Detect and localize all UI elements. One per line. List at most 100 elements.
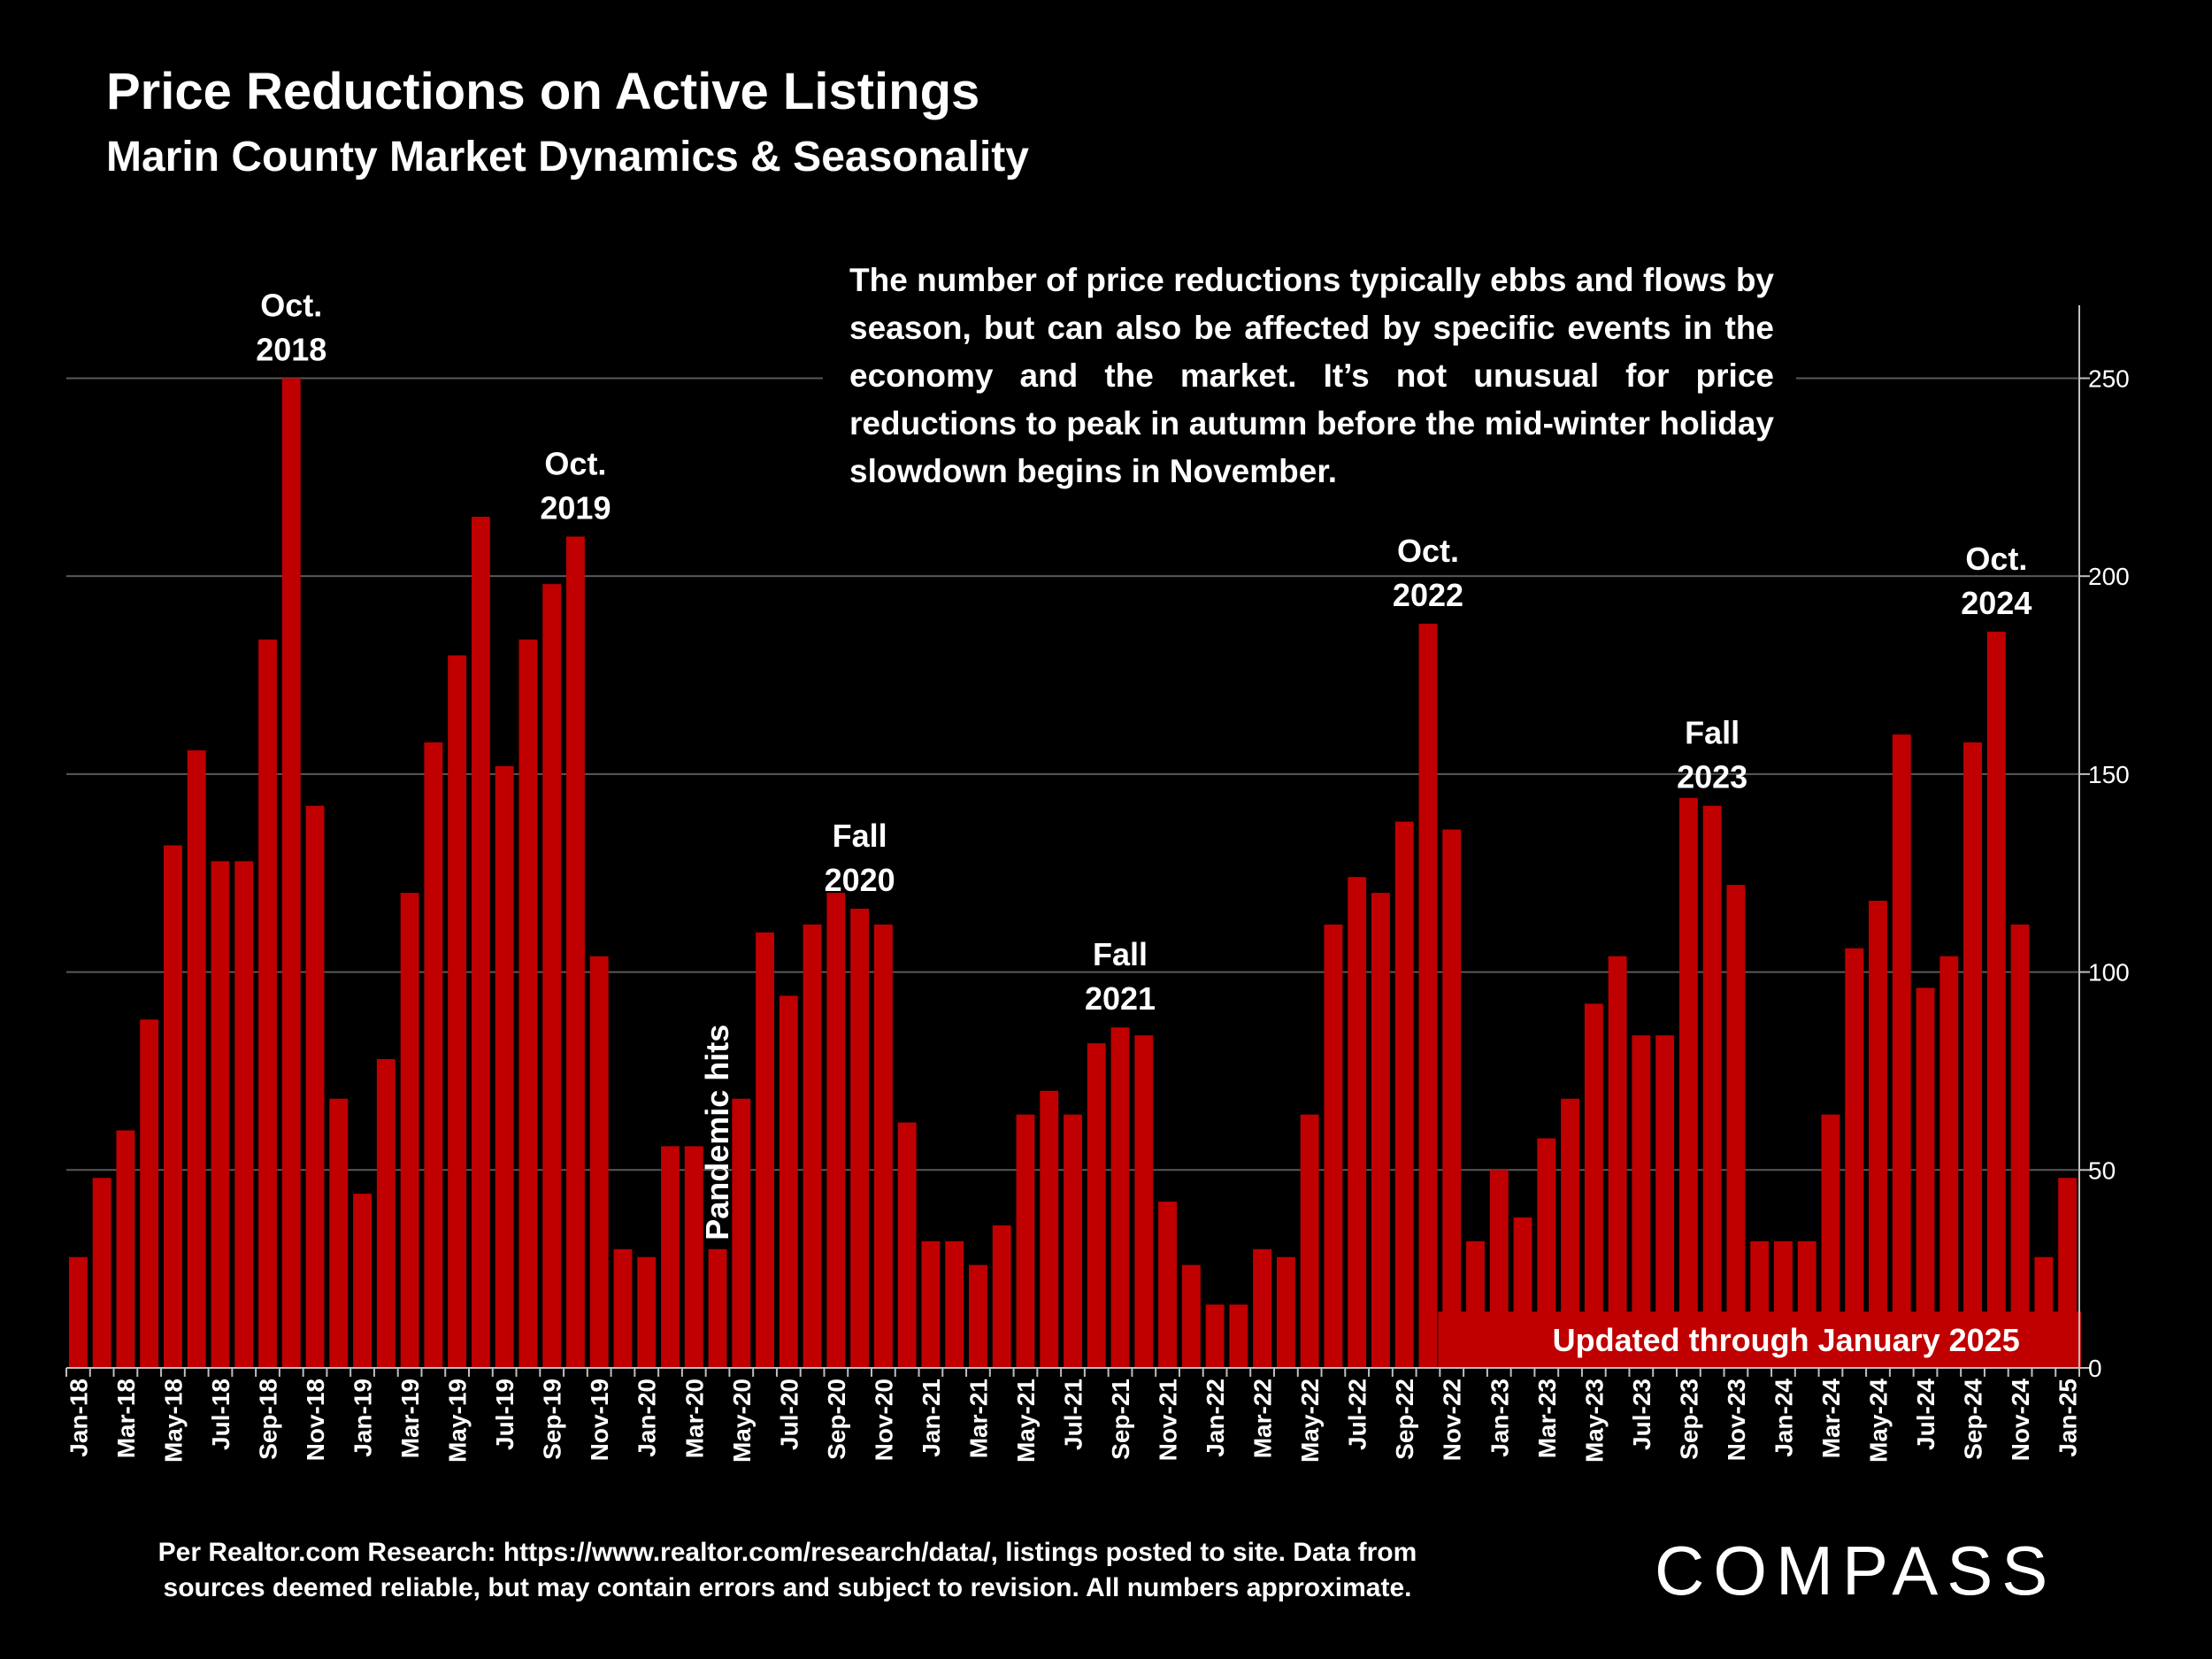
x-tick-label: Jul-19	[491, 1379, 518, 1450]
bar	[1632, 1035, 1651, 1368]
bar	[1608, 956, 1627, 1368]
bar	[803, 924, 822, 1368]
bar	[1087, 1043, 1106, 1368]
source-footnote: Per Realtor.com Research: https://www.re…	[133, 1535, 1442, 1606]
x-tick-label: Nov-21	[1155, 1379, 1182, 1461]
x-tick-label: Sep-18	[255, 1379, 282, 1460]
x-tick-label: Mar-22	[1249, 1379, 1277, 1458]
x-tick-label: May-22	[1296, 1379, 1324, 1463]
bar	[1845, 948, 1864, 1368]
bar	[424, 742, 443, 1368]
bar	[187, 750, 206, 1368]
bar	[234, 861, 254, 1368]
x-tick-label: Jul-21	[1060, 1379, 1087, 1450]
y-tick-label: 200	[2088, 563, 2130, 590]
bar	[992, 1225, 1011, 1368]
x-tick-label: Jan-22	[1202, 1379, 1229, 1457]
chart-subtitle: Marin County Market Dynamics & Seasonali…	[106, 134, 1029, 180]
bar	[637, 1256, 657, 1368]
peak-annotation: 2018	[256, 331, 326, 367]
x-tick-label: Mar-23	[1533, 1379, 1561, 1458]
peak-annotation: 2020	[825, 862, 895, 898]
x-tick-label: Jul-20	[775, 1379, 803, 1450]
bar	[1418, 623, 1438, 1368]
x-tick-label: Jan-23	[1486, 1379, 1513, 1457]
x-tick-label: Jan-20	[634, 1379, 661, 1457]
bar	[1584, 1003, 1603, 1368]
axes: 0 50 100 150 200 250 Jan-18 Mar-18 May-18 Jul-18 S…	[65, 305, 2130, 1463]
x-tick-label: Sep-24	[1960, 1379, 1987, 1460]
x-tick-label: May-18	[159, 1379, 187, 1463]
peak-annotation: Oct.	[260, 287, 322, 323]
bar	[400, 893, 419, 1368]
bar	[566, 536, 585, 1368]
note-background	[823, 248, 1796, 513]
x-tick-label: May-24	[1865, 1379, 1893, 1463]
x-tick-label: Jan-21	[918, 1379, 945, 1457]
bar	[1324, 924, 1343, 1368]
bar	[921, 1240, 941, 1368]
bar	[826, 893, 846, 1368]
bar	[542, 584, 562, 1368]
bar	[1892, 734, 1911, 1368]
footnote-line-1: Per Realtor.com Research: https://www.re…	[157, 1538, 1417, 1567]
bar	[1986, 631, 2006, 1368]
x-tick-label: Jul-23	[1628, 1379, 1655, 1450]
bar	[613, 1248, 633, 1368]
bar	[1348, 877, 1367, 1368]
x-tick-label: Sep-22	[1391, 1379, 1418, 1460]
bar	[1561, 1098, 1579, 1368]
x-tick-label: Mar-21	[964, 1379, 992, 1458]
peak-annotation: Oct.	[1397, 533, 1459, 569]
peak-annotation: Oct.	[1965, 541, 2027, 577]
bar	[140, 1019, 159, 1368]
bar	[92, 1178, 111, 1368]
x-tick-label: Sep-21	[1107, 1379, 1134, 1460]
bar	[1064, 1114, 1082, 1368]
bar	[1371, 893, 1390, 1368]
x-tick-label: May-20	[728, 1379, 756, 1463]
bar	[1655, 1035, 1675, 1368]
bar	[589, 956, 609, 1368]
y-tick-label: 0	[2088, 1355, 2102, 1382]
x-tick-label: Jul-24	[1912, 1379, 1939, 1450]
bar	[1229, 1304, 1248, 1368]
bar	[1537, 1138, 1556, 1368]
bar	[1821, 1114, 1840, 1368]
bar	[305, 805, 325, 1368]
bar	[756, 932, 774, 1368]
bar	[164, 845, 182, 1368]
bar	[1253, 1248, 1272, 1368]
bar	[1726, 885, 1746, 1368]
x-tick-label: Mar-18	[112, 1379, 140, 1458]
x-tick-label: Nov-19	[586, 1379, 613, 1461]
bar	[211, 861, 230, 1368]
y-tick-label: 50	[2088, 1156, 2116, 1184]
bar	[1678, 797, 1698, 1368]
bar	[1205, 1304, 1225, 1368]
bar	[1040, 1090, 1059, 1368]
bar	[1702, 805, 1722, 1368]
bar	[116, 1130, 135, 1368]
x-tick-label: Jul-22	[1344, 1379, 1371, 1450]
bar	[1916, 987, 1935, 1368]
x-tick-label: Sep-19	[539, 1379, 566, 1460]
bar	[448, 655, 467, 1368]
x-tick-label: Mar-19	[396, 1379, 424, 1458]
compass-logo: COMPASS	[1655, 1532, 2057, 1609]
bar	[1963, 742, 1982, 1368]
bar	[353, 1194, 372, 1368]
x-tick-label: Nov-23	[1723, 1379, 1750, 1461]
bar	[1016, 1114, 1035, 1368]
x-tick-label: May-21	[1012, 1379, 1040, 1463]
bar	[1300, 1114, 1319, 1368]
bar	[708, 1248, 727, 1368]
peak-annotation: 2022	[1393, 577, 1463, 613]
x-tick-label: Nov-18	[302, 1379, 329, 1461]
bar	[471, 517, 490, 1368]
bar	[1181, 1264, 1201, 1368]
peak-annotation: Fall	[833, 818, 887, 854]
x-tick-label: Jan-18	[65, 1379, 92, 1457]
bar	[329, 1098, 349, 1368]
bar	[1276, 1256, 1295, 1368]
